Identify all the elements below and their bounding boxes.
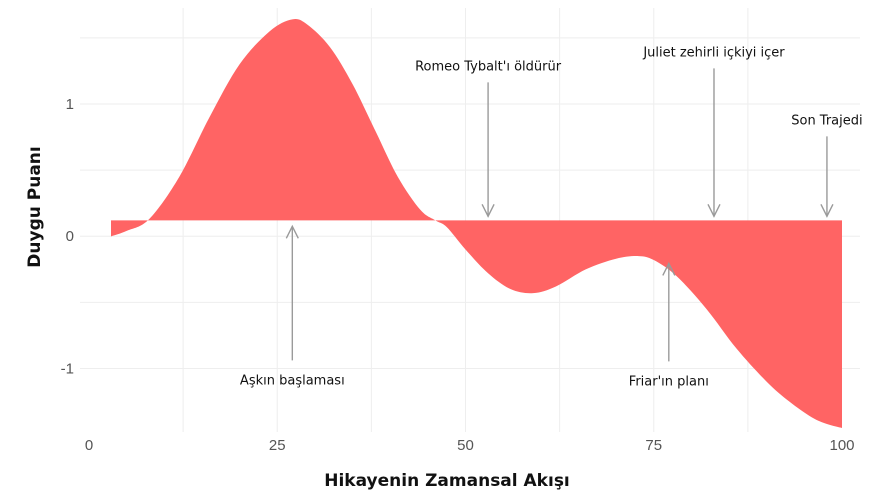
y-tick-label: -1 [61,360,74,377]
annotation-label: Juliet zehirli içkiyi içer [642,45,785,60]
annotation-arrow-head [820,204,834,218]
annotation-arrow-head [285,224,299,239]
annotation: Friar'ın planı [629,261,709,389]
y-axis-ticks: 1 0 -1 [61,96,74,378]
annotation-label: Son Trajedi [791,113,862,128]
annotation-arrow-head [707,204,721,218]
x-axis-title: Hikayenin Zamansal Akışı [324,471,570,491]
y-tick-label: 0 [66,228,74,245]
annotation: Aşkın başlaması [240,224,345,388]
annotations: Aşkın başlaması Romeo Tybalt'ı öldürür Fri… [240,45,863,389]
annotation-label: Friar'ın planı [629,374,709,389]
x-axis-ticks: 0 25 50 75 100 [85,437,855,454]
x-tick-label: 50 [457,437,474,454]
annotation-label: Romeo Tybalt'ı öldürür [415,59,562,74]
annotation-arrow-head [662,261,676,276]
annotation: Son Trajedi [791,113,863,218]
y-tick-label: 1 [66,96,74,113]
annotation-label: Aşkın başlaması [240,373,345,388]
annotation-arrow-head [481,204,495,218]
annotation: Romeo Tybalt'ı öldürür [415,59,562,218]
x-tick-label: 100 [829,437,854,454]
x-tick-label: 25 [269,437,286,454]
annotation: Juliet zehirli içkiyi içer [642,45,785,218]
grid [80,8,860,432]
x-tick-label: 0 [85,437,93,454]
sentiment-area [111,19,842,429]
y-axis-title: Duygu Puanı [25,146,45,267]
x-tick-label: 75 [645,437,662,454]
